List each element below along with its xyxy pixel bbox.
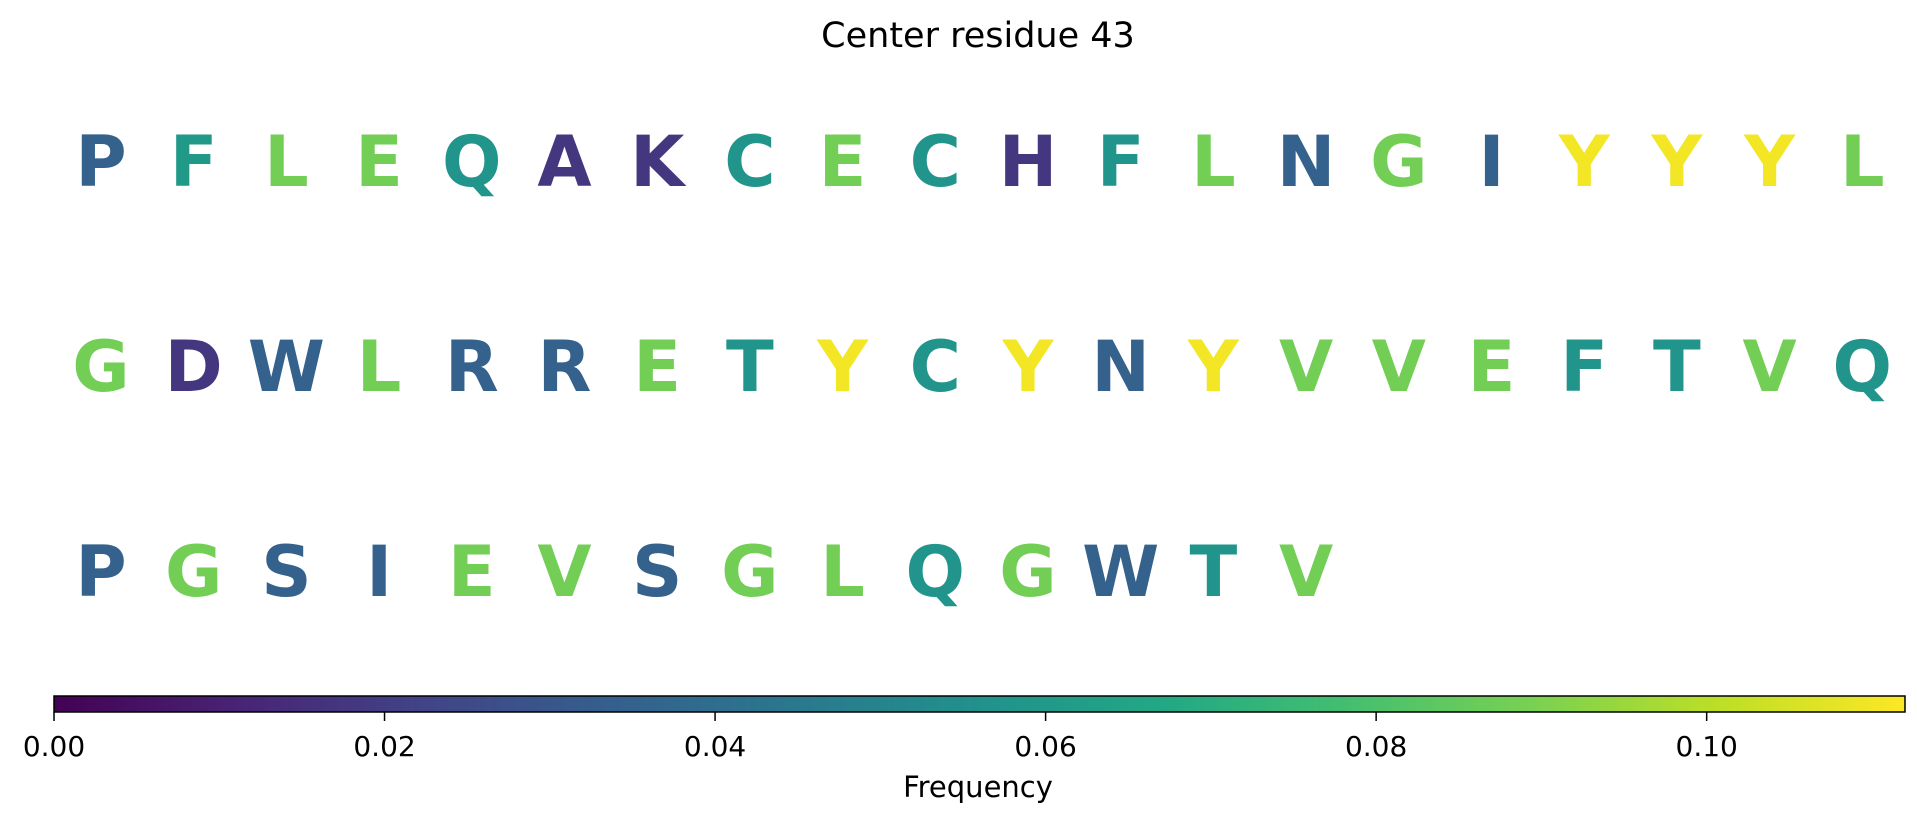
residue-letter: Q — [906, 531, 966, 613]
residue-letter: P — [75, 531, 126, 613]
residue-letter: T — [1653, 326, 1701, 408]
residue-letter: F — [1097, 121, 1145, 203]
colorbar-tick-label: 0.06 — [1014, 730, 1076, 763]
residue-letter: L — [1840, 121, 1885, 203]
residue-letter: C — [724, 121, 775, 203]
residue-letter: L — [357, 326, 402, 408]
residue-letter: A — [537, 121, 591, 203]
residue-letter: V — [537, 531, 591, 613]
residue-letter: Y — [816, 326, 869, 408]
chart-title: Center residue 43 — [821, 16, 1135, 56]
residue-letter: I — [366, 531, 392, 613]
residue-letter: H — [999, 121, 1058, 203]
residue-letter: E — [819, 121, 867, 203]
residue-letter: F — [170, 121, 218, 203]
residue-letter: L — [1191, 121, 1236, 203]
colorbar-tick-label: 0.04 — [684, 730, 746, 763]
colorbar: 0.00 0.02 0.04 0.06 0.08 0.10 Frequency — [23, 695, 1906, 804]
residue-letter: Y — [1558, 121, 1611, 203]
residue-letter: G — [72, 326, 129, 408]
residue-letter: Q — [442, 121, 502, 203]
colorbar-tick-label: 0.08 — [1345, 730, 1407, 763]
residue-letter: V — [1372, 326, 1426, 408]
residue-letter: G — [165, 531, 222, 613]
colorbar-tick-label: 0.10 — [1676, 730, 1738, 763]
residue-letter: S — [632, 531, 682, 613]
residue-letters: P F L E Q A K C E C H F L N G I Y Y Y LG D W L R R E T Y C Y N Y V V E F T V Q… — [72, 121, 1892, 613]
residue-letter: N — [1277, 121, 1336, 203]
colorbar-gradient — [53, 695, 1906, 713]
residue-letter: W — [248, 326, 325, 408]
residue-letter: Q — [1833, 326, 1893, 408]
residue-letter: F — [1560, 326, 1608, 408]
residue-letter: E — [1468, 326, 1516, 408]
residue-letter: R — [445, 326, 499, 408]
residue-letter: E — [355, 121, 403, 203]
residue-letter: D — [165, 326, 223, 408]
residue-letter: C — [910, 326, 961, 408]
residue-letter: R — [538, 326, 592, 408]
residue-letter: V — [1279, 531, 1333, 613]
residue-letter: L — [264, 121, 309, 203]
residue-letter: S — [261, 531, 311, 613]
residue-letter: G — [1370, 121, 1427, 203]
colorbar-ticks: 0.00 0.02 0.04 0.06 0.08 0.10 — [23, 712, 1738, 763]
residue-letter: L — [820, 531, 865, 613]
residue-letter: K — [630, 121, 687, 203]
residue-letter: Y — [1651, 121, 1704, 203]
residue-letter: T — [726, 326, 774, 408]
residue-letter: N — [1091, 326, 1150, 408]
residue-letter: E — [633, 326, 681, 408]
residue-letter: G — [999, 531, 1056, 613]
colorbar-tick-label: 0.00 — [23, 730, 85, 763]
colorbar-label: Frequency — [903, 770, 1053, 804]
residue-letter: I — [1478, 121, 1504, 203]
residue-letter: W — [1082, 531, 1159, 613]
residue-letter: V — [1743, 326, 1797, 408]
residue-letter: Y — [1743, 121, 1796, 203]
residue-letter: Y — [1187, 326, 1240, 408]
colorbar-tick-label: 0.02 — [353, 730, 415, 763]
residue-letter: P — [75, 121, 126, 203]
residue-letter: C — [910, 121, 961, 203]
residue-letter: T — [1190, 531, 1238, 613]
residue-letter: G — [721, 531, 778, 613]
residue-letter: V — [1279, 326, 1333, 408]
residue-letter: E — [448, 531, 496, 613]
residue-letter: Y — [1002, 326, 1055, 408]
